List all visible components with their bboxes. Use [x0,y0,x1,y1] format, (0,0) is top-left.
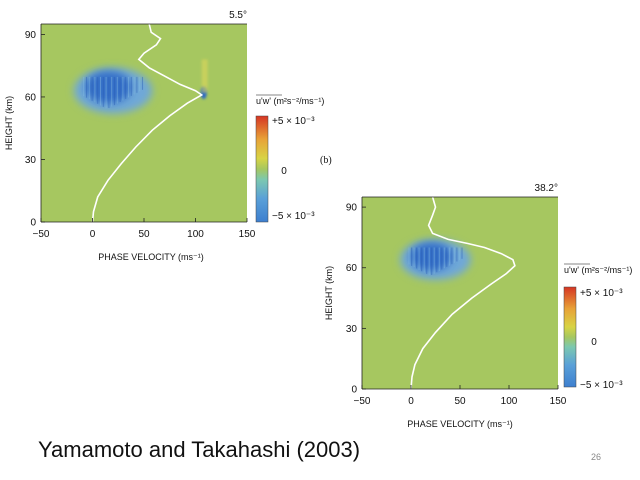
y-tick-label: 30 [346,324,358,335]
x-tick-label: 50 [454,396,466,407]
y-tick-label: 0 [30,218,36,229]
x-tick-label: 100 [187,229,204,240]
colorbar-label-b: u'w' (m²s⁻²/ms⁻¹) [564,265,632,275]
colorbar-scale-a [255,115,269,223]
y-tick-label: 90 [25,30,37,41]
x-tick-label: 150 [239,229,256,240]
x-tick-label: 100 [501,396,518,407]
y-tick-label: 90 [346,203,358,214]
colorbar-min-b: −5 × 10⁻³ [580,380,623,391]
x-axis-label-a: PHASE VELOCITY (ms⁻¹) [98,252,204,262]
citation: Yamamoto and Takahashi (2003) [38,437,361,462]
y-axis-label-a: HEIGHT (km) [4,96,14,150]
angle-label-b: 38.2° [535,183,558,194]
plot-area-a [41,24,247,222]
colorbar-mid-a: 0 [281,166,287,177]
x-tick-label: 0 [408,396,414,407]
colorbar-max-b: +5 × 10⁻³ [580,288,623,299]
page-number: 26 [591,452,602,462]
heatmap-features-b [400,197,516,389]
x-tick-label: −50 [33,229,50,240]
y-tick-label: 60 [25,92,37,103]
y-tick-label: 30 [25,155,37,166]
panel-label-b: (b) [320,155,332,166]
wind-profile-a [91,24,204,222]
colorbar-a: u'w' (m²s⁻²/ms⁻¹) +5 × 10⁻³ 0 −5 × 10⁻³ [255,94,324,223]
colorbar-mid-b: 0 [591,337,597,348]
flux-streaks-b [408,247,463,276]
colorbar-min-a: −5 × 10⁻³ [272,211,315,222]
colorbar-label-a: u'w' (m²s⁻²/ms⁻¹) [256,96,324,106]
x-tick-label: −50 [354,396,371,407]
flux-streaks-a [83,76,144,109]
negative-flux-core-a [84,71,132,104]
wind-profile-b [410,197,516,389]
heatmap-features-a [73,24,208,222]
x-tick-label: 0 [90,229,96,240]
plot-area-b [362,197,558,389]
y-axis-label-b: HEIGHT (km) [324,266,334,320]
y-tick-label: 0 [351,385,357,396]
positive-flux-trace-a [201,59,208,93]
colorbar-scale-b [563,286,577,388]
x-tick-label: 50 [138,229,150,240]
colorbar-max-a: +5 × 10⁻³ [272,116,315,127]
colorbar-b: u'w' (m²s⁻²/ms⁻¹) +5 × 10⁻³ 0 −5 × 10⁻³ [563,263,632,391]
angle-label-a: 5.5° [229,10,247,21]
x-tick-label: 150 [550,396,567,407]
negative-flux-core-b [410,242,453,271]
y-tick-label: 60 [346,263,358,274]
x-axis-label-b: PHASE VELOCITY (ms⁻¹) [407,419,513,429]
